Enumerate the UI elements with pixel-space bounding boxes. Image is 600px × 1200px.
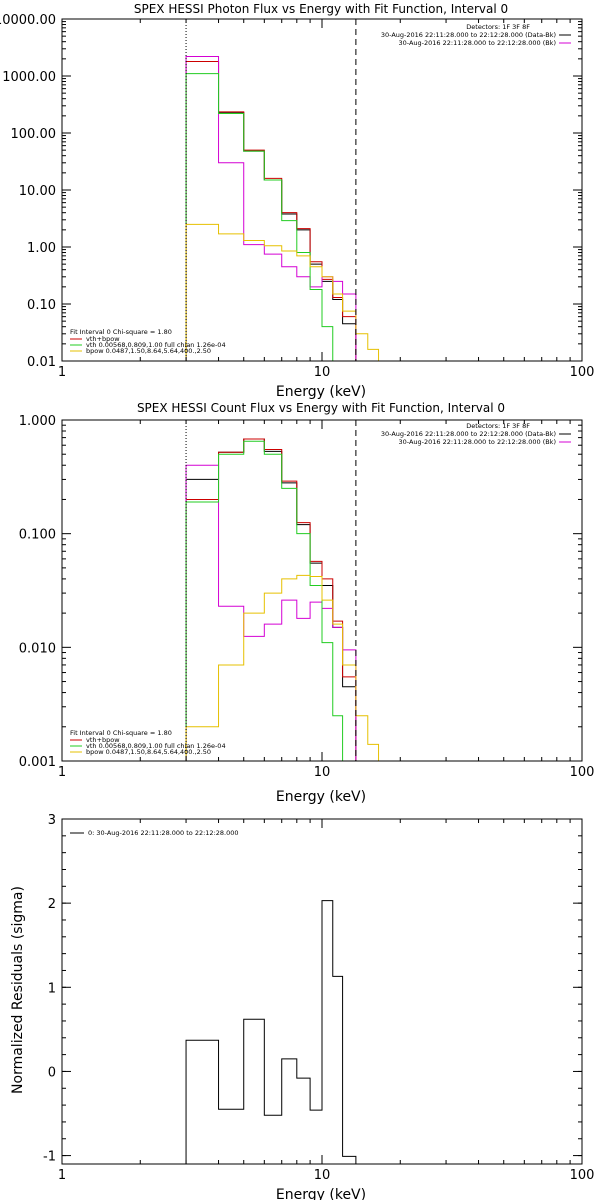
- count-flux-xlabel: Energy (keV): [276, 789, 366, 805]
- residuals-legend-0-text: 0: 30-Aug-2016 22:11:28.000 to 22:12:28.…: [88, 829, 239, 837]
- count-legend-left-1: vth+bpow: [70, 736, 120, 744]
- count-legend-left-3: bpow 0.0487,1.50,8.64,5.64,400.,2.50: [70, 748, 211, 756]
- count-flux-panel: SPEX HESSI Count Flux vs Energy with Fit…: [19, 401, 595, 805]
- count-x-tick-label: 1: [58, 765, 66, 780]
- photon-flux-title: SPEX HESSI Photon Flux vs Energy with Fi…: [134, 2, 508, 16]
- photon-legend-right-1-text: 30-Aug-2016 22:11:28.000 to 22:12:28.000…: [399, 39, 556, 47]
- photon-series-bpow: [185, 223, 389, 362]
- photon-legend-left-0: Fit Interval 0 Chi-square = 1.80: [70, 328, 172, 336]
- residuals-y-tick-label: 3: [48, 813, 56, 828]
- photon-y-tick-label: 10.00: [19, 184, 56, 199]
- photon-x-tick-label: 10: [314, 365, 331, 380]
- residuals-legend-0: 0: 30-Aug-2016 22:11:28.000 to 22:12:28.…: [70, 829, 239, 837]
- residuals-y-tick-label: 0: [48, 1065, 56, 1080]
- count-legend-header: Detectors: 1F 3F 8F: [466, 422, 530, 430]
- photon-legend-left-2-text: vth 0.00568,0.809,1.00 full chian 1.26e-…: [86, 341, 226, 349]
- photon-legend-left-1: vth+bpow: [70, 335, 120, 343]
- count-legend-left-2-text: vth 0.00568,0.809,1.00 full chian 1.26e-…: [86, 742, 226, 750]
- count-x-tick-label: 100: [570, 765, 595, 780]
- photon-flux-xlabel: Energy (keV): [276, 384, 366, 400]
- residuals-panel: Energy (keV) Normalized Residuals (sigma…: [10, 813, 594, 1200]
- residuals-series-data: [185, 900, 357, 1164]
- photon-legend-left-3-text: bpow 0.0487,1.50,8.64,5.64,400.,2.50: [86, 347, 211, 355]
- count-series-bpow: [185, 574, 389, 762]
- photon-legend-left-3: bpow 0.0487,1.50,8.64,5.64,400.,2.50: [70, 347, 211, 355]
- count-legend-right-1-text: 30-Aug-2016 22:11:28.000 to 22:12:28.000…: [399, 438, 556, 446]
- count-y-tick-label: 0.010: [19, 641, 56, 656]
- photon-flux-panel: SPEX HESSI Photon Flux vs Energy with Fi…: [0, 2, 594, 400]
- residuals-x-tick-label: 10: [314, 1168, 331, 1183]
- photon-series-total-fit: [185, 55, 368, 362]
- photon-y-tick-label: 1.00: [27, 241, 56, 256]
- photon-legend-left-1-text: vth+bpow: [86, 335, 120, 343]
- count-legend-left-1-text: vth+bpow: [86, 736, 120, 744]
- photon-x-tick-label: 1: [58, 365, 66, 380]
- photon-series-vth: [185, 73, 343, 362]
- count-x-tick-label: 10: [314, 765, 331, 780]
- photon-y-tick-label: 0.10: [27, 298, 56, 313]
- residuals-ylabel: Normalized Residuals (sigma): [10, 886, 26, 1094]
- count-legend-left-2: vth 0.00568,0.809,1.00 full chian 1.26e-…: [70, 742, 226, 750]
- count-legend-left-0: Fit Interval 0 Chi-square = 1.80: [70, 729, 172, 737]
- count-legend-right-1: 30-Aug-2016 22:11:28.000 to 22:12:28.000…: [399, 438, 571, 446]
- count-y-tick-label: 0.100: [19, 528, 56, 543]
- count-legend-left-3-text: bpow 0.0487,1.50,8.64,5.64,400.,2.50: [86, 748, 211, 756]
- residuals-x-tick-label: 1: [58, 1168, 66, 1183]
- photon-y-tick-label: 1000.00: [2, 70, 56, 85]
- residuals-y-tick-label: 2: [48, 897, 56, 912]
- photon-legend-right-0: 30-Aug-2016 22:11:28.000 to 22:12:28.000…: [381, 31, 571, 39]
- count-y-tick-label: 1.000: [19, 414, 56, 429]
- count-flux-title: SPEX HESSI Count Flux vs Energy with Fit…: [137, 401, 505, 415]
- photon-x-tick-label: 100: [570, 365, 595, 380]
- photon-legend-left-2: vth 0.00568,0.809,1.00 full chian 1.26e-…: [70, 341, 226, 349]
- residuals-y-tick-label: 1: [48, 981, 56, 996]
- count-y-tick-label: 0.001: [19, 755, 56, 770]
- photon-legend-header: Detectors: 1F 3F 8F: [466, 23, 530, 31]
- photon-legend-right-1: 30-Aug-2016 22:11:28.000 to 22:12:28.000…: [399, 39, 571, 47]
- photon-y-tick-label: 100.00: [11, 127, 57, 142]
- count-legend-right-0-text: 30-Aug-2016 22:11:28.000 to 22:12:28.000…: [381, 430, 556, 438]
- count-legend-right-0: 30-Aug-2016 22:11:28.000 to 22:12:28.000…: [381, 430, 571, 438]
- photon-legend-right-0-text: 30-Aug-2016 22:11:28.000 to 22:12:28.000…: [381, 31, 556, 39]
- photon-y-tick-label: 0.01: [27, 355, 56, 370]
- residuals-y-tick-label: -1: [43, 1150, 56, 1165]
- count-series-vth: [185, 440, 356, 762]
- residuals-x-tick-label: 100: [570, 1168, 595, 1183]
- photon-y-tick-label: 10000.00: [0, 13, 56, 28]
- residuals-xlabel: Energy (keV): [276, 1187, 366, 1200]
